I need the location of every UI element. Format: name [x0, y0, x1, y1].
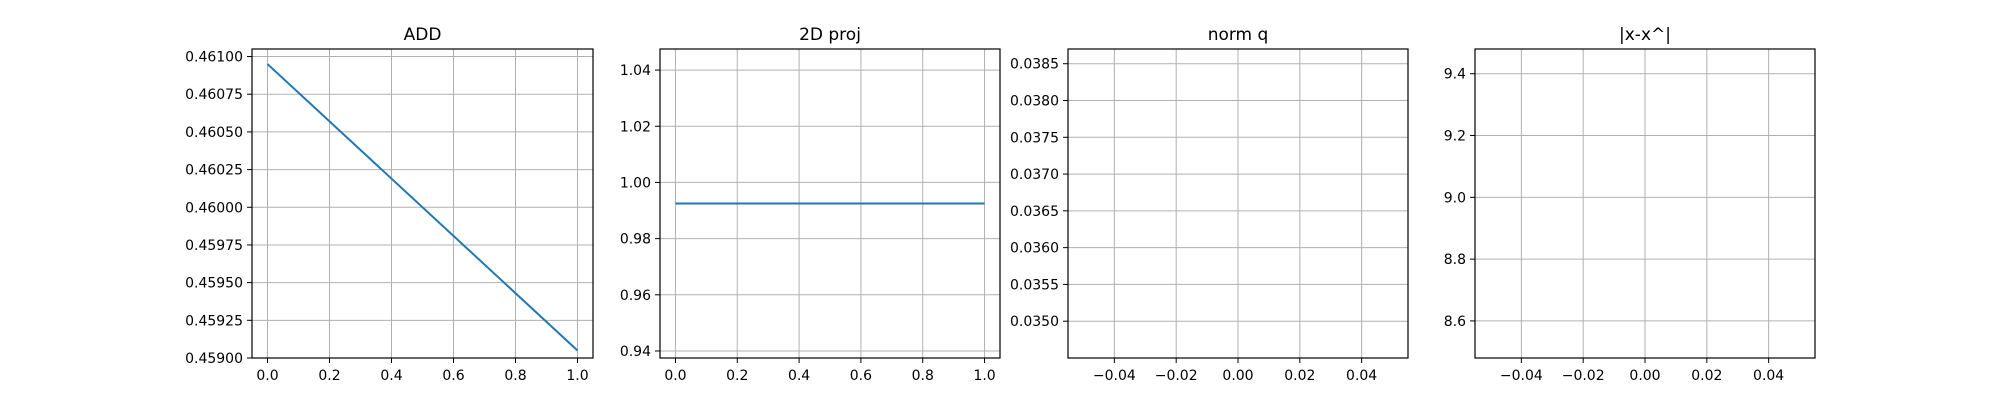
norm-q-xtick-label: 0.04: [1346, 368, 1377, 384]
norm-q-ytick-label: 0.0350: [1010, 314, 1059, 330]
subplot-x-error: |x-x^| −0.04 −0.02 0.00 0.02 0.04 8.6 8.8 9.0 9.…: [1444, 25, 1816, 384]
2d-proj-xtick-label: 0.8: [912, 368, 934, 384]
add-series-line: [266, 63, 579, 352]
add-ytick-label: 0.45975: [185, 238, 243, 254]
subplot-norm-q: norm q −0.04 −0.02 0.00 0.02 0.04 0.0350 0.035…: [1010, 25, 1409, 384]
add-ytick-label: 0.46075: [185, 87, 243, 103]
2d-proj-xtick-label: 0.4: [788, 368, 810, 384]
norm-q-ytick-label: 0.0375: [1010, 130, 1059, 146]
add-xtick-label: 0.0: [256, 368, 278, 384]
norm-q-ytick-label: 0.0380: [1010, 94, 1059, 110]
add-xtick-label: 0.8: [504, 368, 526, 384]
add-ytick-label: 0.46050: [185, 125, 243, 141]
add-ytick-label: 0.45925: [185, 313, 243, 329]
x-error-ytick-label: 9.0: [1444, 190, 1466, 206]
add-ytick-label: 0.45950: [185, 276, 243, 292]
add-ytick-label: 0.46000: [185, 200, 243, 216]
norm-q-xtick-label: 0.02: [1284, 368, 1315, 384]
2d-proj-xtick-label: 0.2: [726, 368, 748, 384]
2d-proj-xtick-label: 1.0: [973, 368, 995, 384]
2d-proj-ytick-label: 1.00: [620, 175, 651, 191]
x-error-ytick-label: 9.2: [1444, 129, 1466, 145]
norm-q-ytick-label: 0.0385: [1010, 57, 1059, 73]
add-xtick-label: 1.0: [566, 368, 588, 384]
norm-q-ytick-label: 0.0365: [1010, 204, 1059, 220]
subplot-2d-proj: 2D proj 0.0 0.2 0.4 0.6 0.8 1.0 0.94 0.96 0.98 1.…: [620, 25, 1001, 384]
x-error-xtick-label: 0.00: [1629, 368, 1660, 384]
norm-q-xtick-label: −0.04: [1093, 368, 1136, 384]
x-error-xtick-label: 0.02: [1691, 368, 1722, 384]
2d-proj-ytick-label: 0.94: [620, 344, 651, 360]
x-error-ytick-label: 8.6: [1444, 314, 1466, 330]
2d-proj-ytick-label: 0.98: [620, 232, 651, 248]
2d-proj-xtick-label: 0.0: [664, 368, 686, 384]
x-error-ytick-label: 9.4: [1444, 67, 1466, 83]
subplot-add: ADD 0.0 0.2 0.4 0.6 0.8 1.0 0.45900 0.45925 0.45…: [185, 25, 594, 384]
2d-proj-ytick-label: 1.02: [620, 119, 651, 135]
add-ytick-label: 0.46025: [185, 163, 243, 179]
2d-proj-ytick-label: 1.04: [620, 63, 651, 79]
subplot-x-error-title: |x-x^|: [1619, 25, 1671, 45]
subplot-add-title: ADD: [404, 25, 442, 45]
add-xtick-label: 0.2: [318, 368, 340, 384]
2d-proj-xtick-label: 0.6: [850, 368, 872, 384]
norm-q-ytick-label: 0.0355: [1010, 277, 1059, 293]
add-ytick-label: 0.45900: [185, 351, 243, 367]
norm-q-ytick-label: 0.0360: [1010, 241, 1059, 257]
norm-q-xtick-label: −0.02: [1155, 368, 1198, 384]
subplot-2d-proj-title: 2D proj: [799, 25, 861, 45]
norm-q-ytick-label: 0.0370: [1010, 167, 1059, 183]
x-error-xtick-label: −0.04: [1500, 368, 1543, 384]
x-error-ytick-label: 8.8: [1444, 252, 1466, 268]
2d-proj-ytick-label: 0.96: [620, 288, 651, 304]
add-axes-frame: [251, 48, 594, 359]
x-error-xtick-label: −0.02: [1562, 368, 1605, 384]
add-xtick-label: 0.4: [380, 368, 402, 384]
norm-q-xtick-label: 0.00: [1222, 368, 1253, 384]
x-error-xtick-label: 0.04: [1753, 368, 1784, 384]
subplot-norm-q-title: norm q: [1208, 25, 1269, 45]
add-ytick-label: 0.46100: [185, 50, 243, 66]
add-xtick-label: 0.6: [442, 368, 464, 384]
2d-proj-axes-frame: [659, 48, 1001, 359]
